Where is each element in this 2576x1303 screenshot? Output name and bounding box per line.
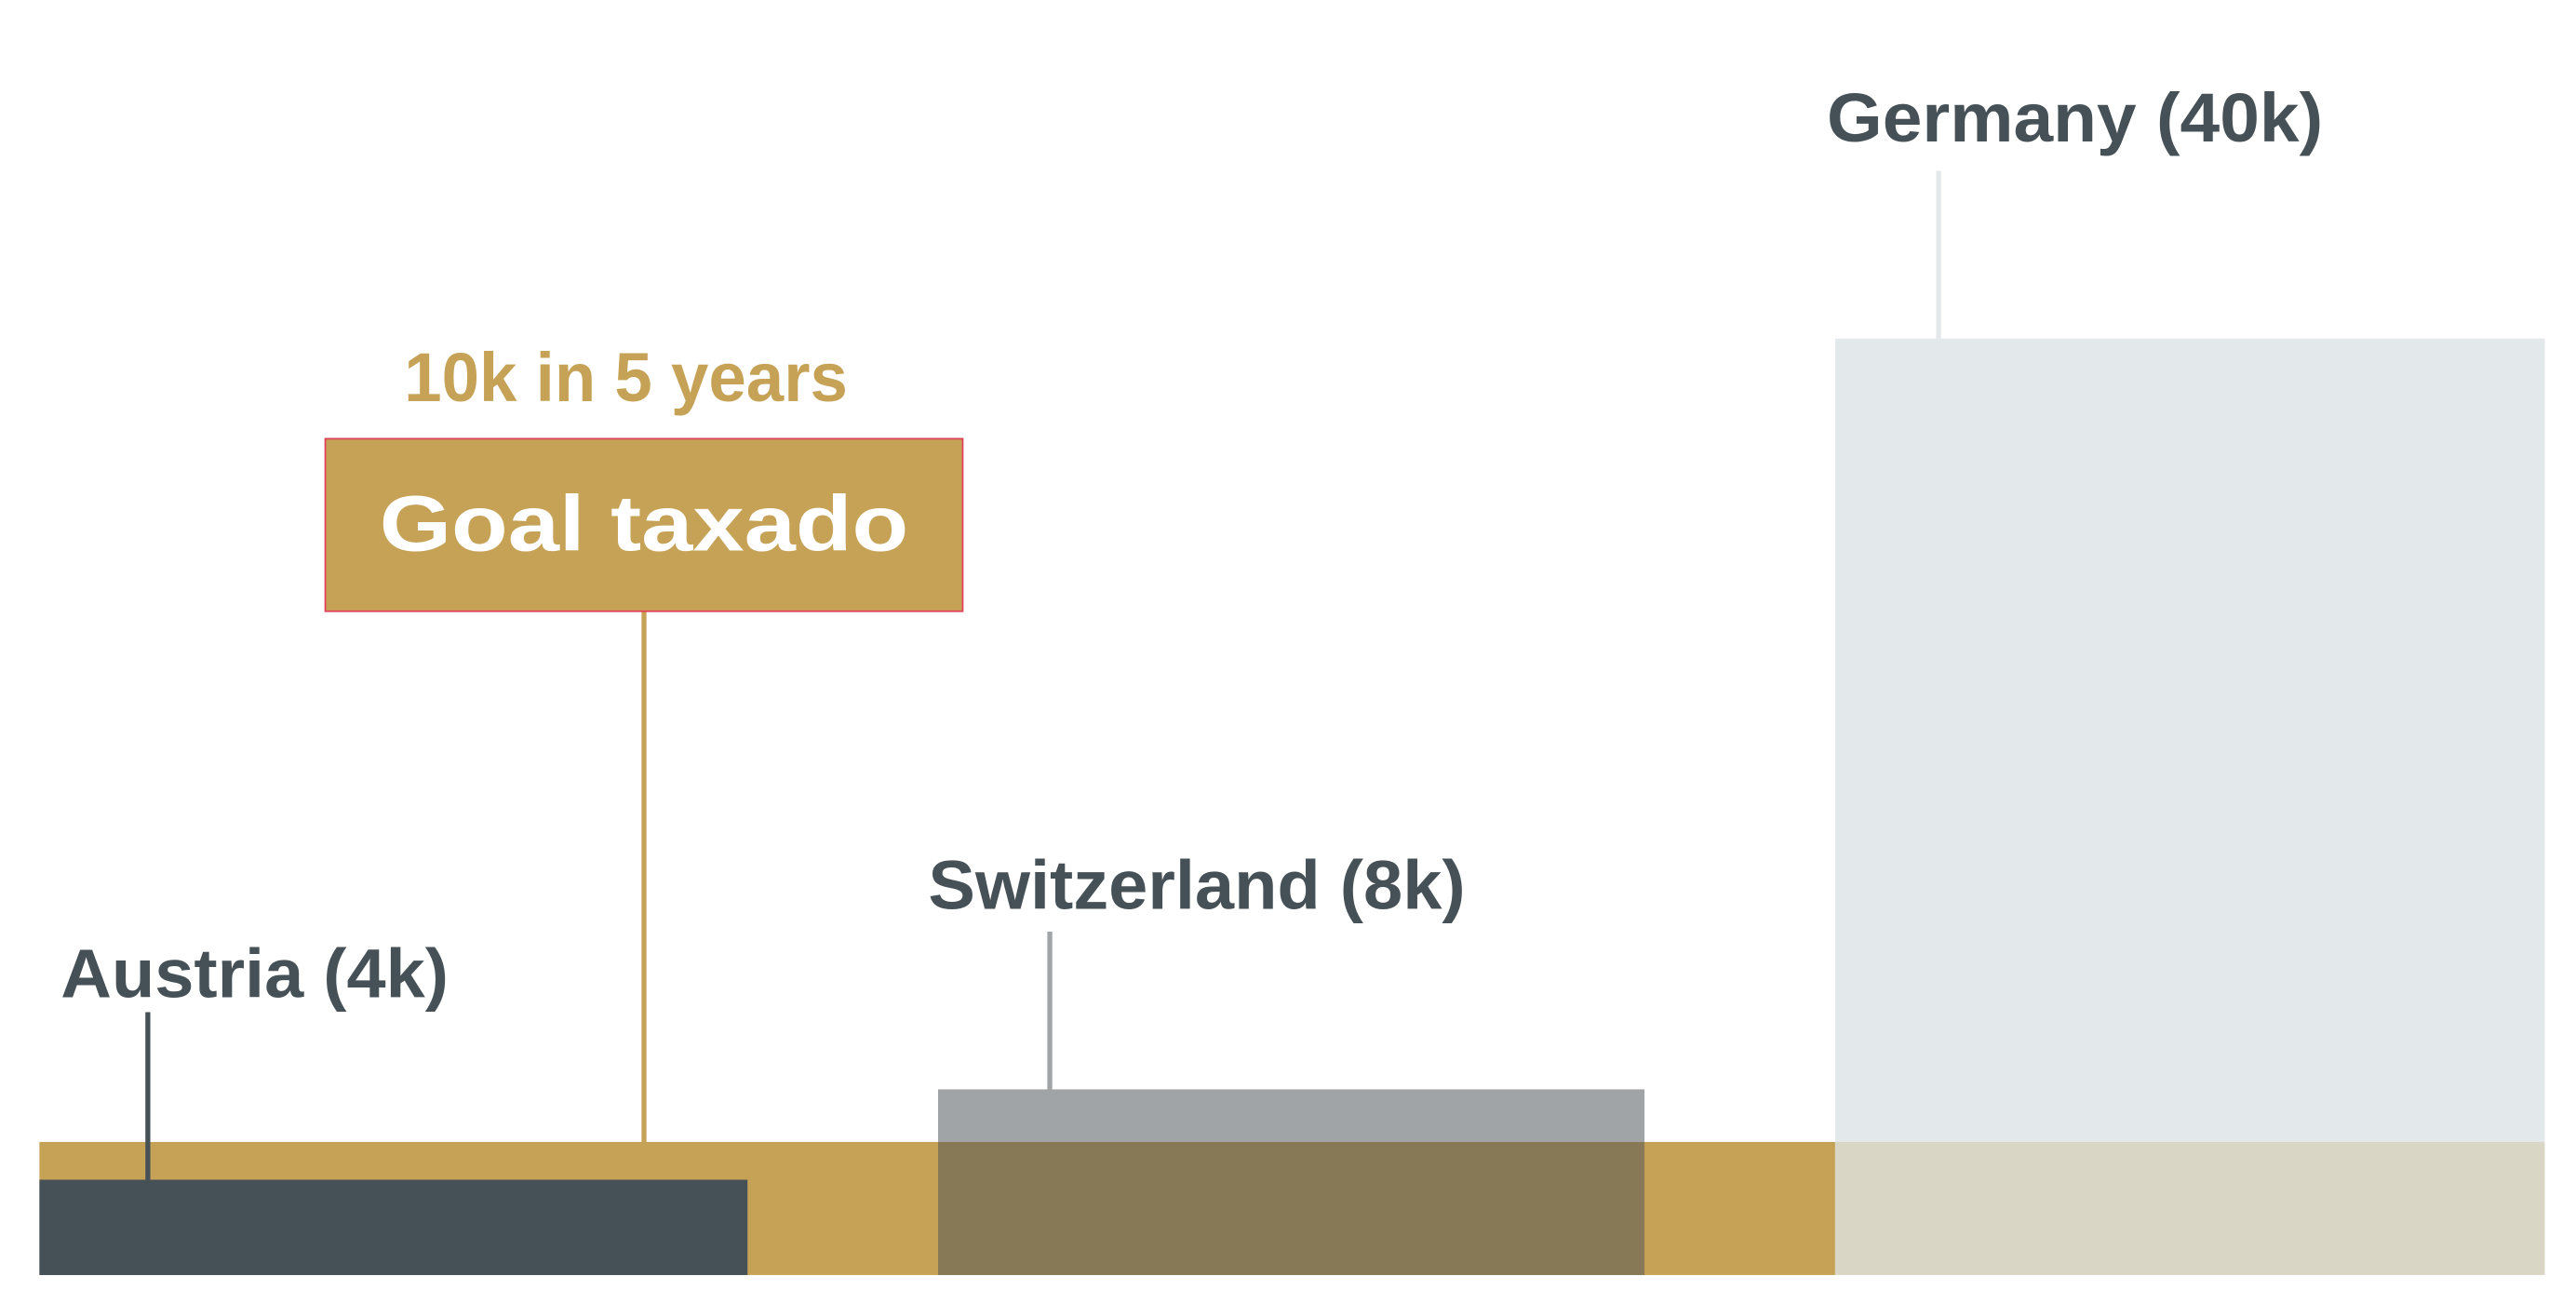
goal-title: Goal taxado [380, 478, 908, 567]
switzerland-block [937, 1089, 1645, 1142]
austria-label: Austria (4k) [60, 935, 449, 1013]
germany-base [1834, 1141, 2545, 1275]
germany-block [1834, 338, 2545, 1142]
switzerland-overlap [937, 1141, 1645, 1275]
goal-box [324, 437, 964, 612]
germany-label: Germany (40k) [1827, 79, 2323, 156]
switzerland-label: Switzerland (8k) [928, 846, 1465, 923]
austria-block [39, 1179, 748, 1275]
goal-subtitle: 10k in 5 years [404, 339, 848, 416]
